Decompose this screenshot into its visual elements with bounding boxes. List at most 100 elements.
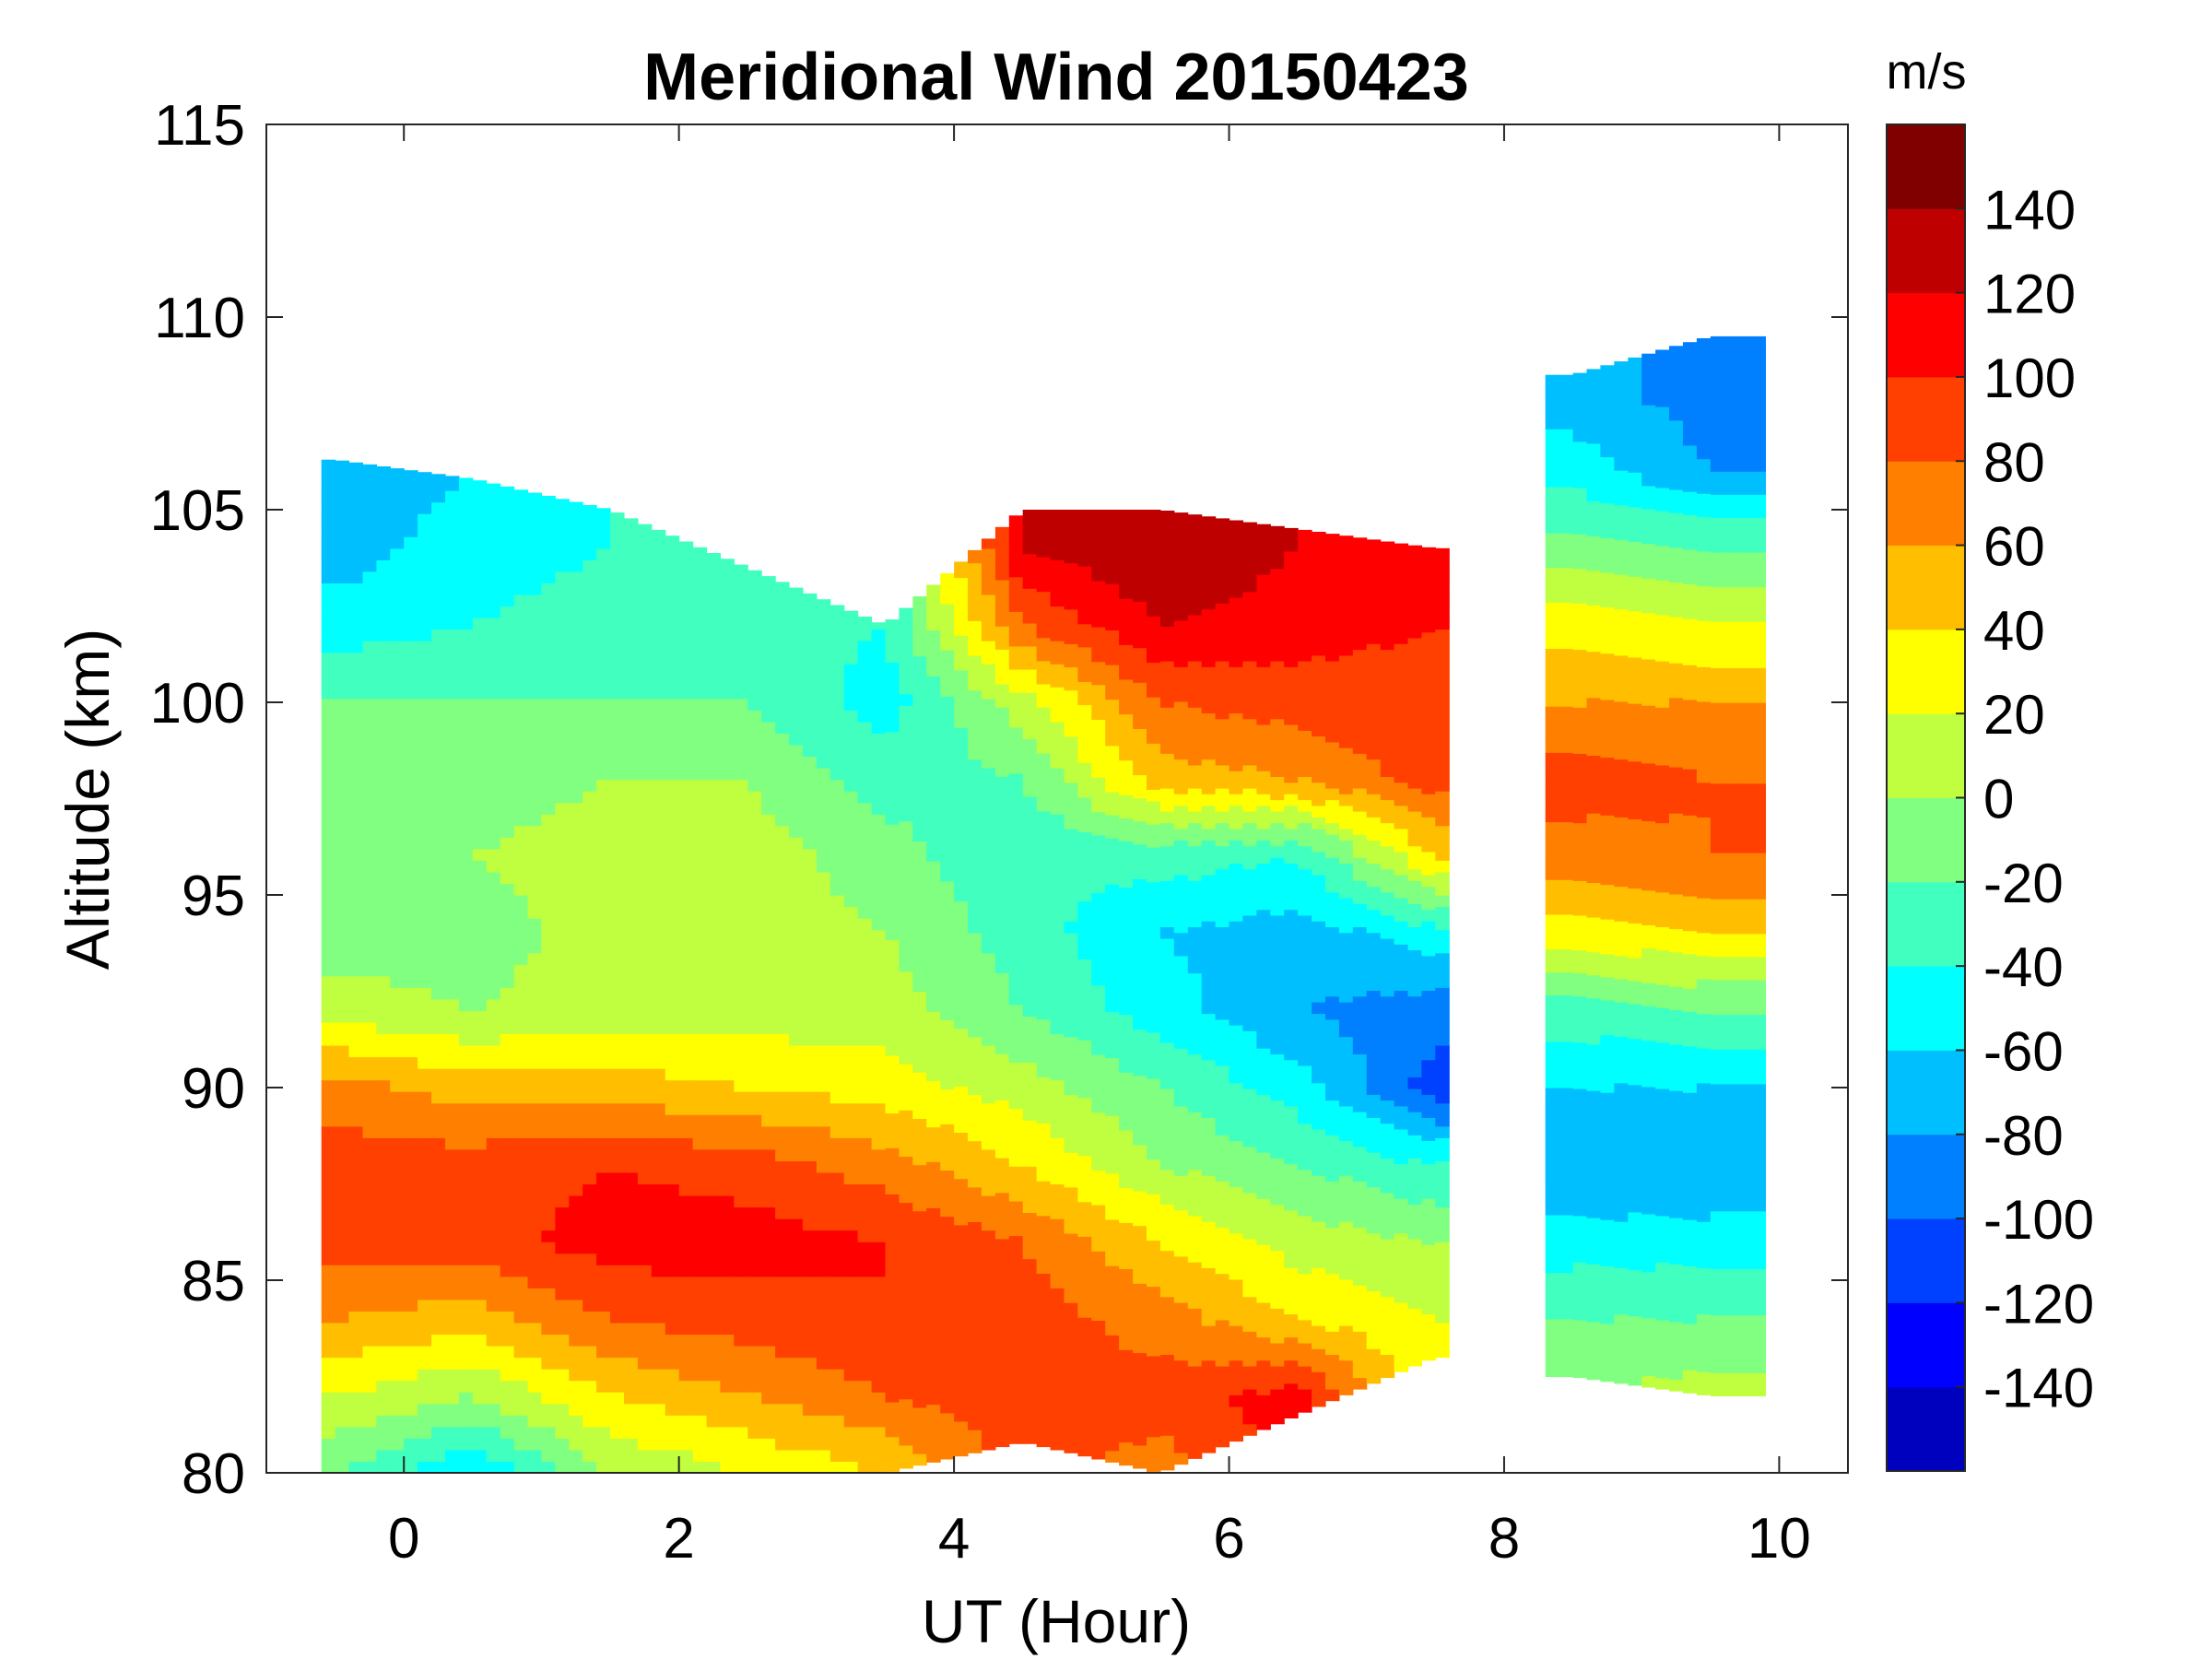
contour-cell xyxy=(968,1083,982,1096)
contour-cell xyxy=(1050,606,1065,618)
contour-cell xyxy=(885,697,900,710)
contour-cell xyxy=(830,675,845,688)
contour-cell xyxy=(321,1369,336,1382)
contour-cell xyxy=(513,582,529,595)
contour-cell xyxy=(390,641,405,653)
contour-cell xyxy=(348,1276,363,1288)
contour-cell xyxy=(445,1195,460,1208)
contour-cell xyxy=(940,673,955,686)
contour-cell xyxy=(678,606,694,618)
contour-cell xyxy=(1077,970,1092,982)
contour-cell xyxy=(692,1311,708,1324)
contour-cell xyxy=(431,582,446,595)
contour-cell xyxy=(321,1426,336,1439)
contour-cell xyxy=(1119,841,1134,853)
contour-cell xyxy=(472,524,488,537)
contour-cell xyxy=(624,1276,639,1288)
contour-cell xyxy=(1147,558,1161,571)
contour-cell xyxy=(486,1195,501,1208)
contour-cell xyxy=(404,1392,418,1405)
contour-cell xyxy=(500,710,515,723)
contour-cell xyxy=(1077,1363,1092,1376)
contour-cell xyxy=(706,1392,721,1405)
contour-cell xyxy=(706,791,721,804)
contour-cell xyxy=(1147,1379,1161,1392)
contour-cell xyxy=(418,848,432,861)
contour-cell xyxy=(1119,1130,1134,1143)
contour-cell xyxy=(775,1276,790,1288)
contour-cell xyxy=(321,1288,336,1300)
contour-cell xyxy=(486,641,501,653)
contour-cell xyxy=(1036,637,1052,650)
contour-cell xyxy=(555,1010,570,1023)
contour-cell xyxy=(569,1160,583,1173)
contour-cell xyxy=(418,1253,432,1265)
contour-cell xyxy=(637,883,653,896)
contour-cell xyxy=(734,618,748,630)
contour-cell xyxy=(404,929,418,942)
contour-cell xyxy=(472,721,488,734)
contour-cell xyxy=(968,574,982,587)
contour-cell xyxy=(1091,673,1106,686)
contour-cell xyxy=(830,605,845,607)
contour-cell xyxy=(994,1308,1010,1321)
contour-cell xyxy=(994,580,1010,593)
contour-cell xyxy=(418,582,432,595)
contour-cell xyxy=(789,1091,804,1104)
contour-cell xyxy=(513,1311,529,1324)
contour-cell xyxy=(981,1288,996,1300)
contour-cell xyxy=(637,745,653,758)
contour-cell xyxy=(637,791,653,804)
contour-cell xyxy=(816,860,831,873)
contour-cell xyxy=(404,1160,418,1173)
contour-cell xyxy=(706,582,721,595)
contour-cell xyxy=(678,710,694,723)
contour-cell xyxy=(390,1357,405,1370)
contour-cell xyxy=(321,952,336,965)
contour-cell xyxy=(1091,1088,1106,1101)
contour-cell xyxy=(761,1125,776,1138)
contour-cell xyxy=(1008,1408,1024,1421)
contour-cell xyxy=(651,529,666,537)
contour-cell xyxy=(1008,565,1024,578)
contour-cell xyxy=(1008,1235,1024,1248)
contour-cell xyxy=(843,1091,859,1104)
contour-cell xyxy=(555,1380,570,1393)
contour-cell xyxy=(335,1125,350,1138)
contour-cell xyxy=(734,1369,748,1382)
contour-cell xyxy=(747,1206,762,1219)
contour-cell xyxy=(569,791,583,804)
contour-cell xyxy=(1064,1371,1078,1384)
contour-cell xyxy=(981,825,996,838)
contour-cell xyxy=(637,582,653,595)
contour-cell xyxy=(527,1137,542,1150)
contour-cell xyxy=(596,1276,611,1288)
contour-cell xyxy=(513,1021,529,1034)
contour-cell xyxy=(1036,926,1052,939)
contour-cell xyxy=(747,1299,762,1312)
contour-cell xyxy=(885,1298,900,1311)
contour-cell xyxy=(1105,999,1120,1012)
contour-cell xyxy=(335,1449,350,1462)
contour-cell xyxy=(857,1415,873,1428)
contour-cell xyxy=(431,1068,446,1081)
contour-cell xyxy=(472,802,488,815)
contour-cell xyxy=(885,1159,900,1171)
contour-cell xyxy=(596,1241,611,1254)
contour-cell xyxy=(816,941,831,954)
contour-cell xyxy=(651,1079,666,1092)
contour-cell xyxy=(500,860,515,873)
contour-cell xyxy=(802,1021,818,1034)
contour-cell xyxy=(940,1182,955,1194)
contour-cell xyxy=(1147,1459,1161,1472)
contour-cell xyxy=(418,1148,432,1161)
contour-cell xyxy=(871,1241,887,1254)
contour-cell xyxy=(1008,542,1024,555)
contour-cell xyxy=(472,1311,488,1324)
contour-cell xyxy=(376,883,391,896)
contour-cell xyxy=(899,1179,913,1192)
contour-cell xyxy=(747,1323,762,1335)
contour-cell xyxy=(610,745,625,758)
contour-cell xyxy=(637,1461,653,1474)
contour-cell xyxy=(404,791,418,804)
